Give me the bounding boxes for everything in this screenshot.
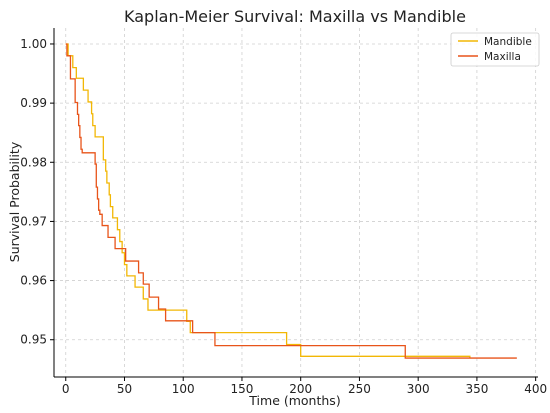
y-tick-label: 1.00 [20,37,47,51]
x-tick-label: 150 [231,382,254,396]
y-tick-label: 0.99 [20,96,47,110]
y-tick-label: 0.95 [20,333,47,347]
x-axis-label: Time (months) [248,393,340,408]
y-tick-label: 0.98 [20,155,47,169]
y-tick-label: 0.97 [20,214,47,228]
legend: Mandible Maxilla [450,32,540,67]
x-tick-label: 250 [348,382,371,396]
x-tick-label: 300 [407,382,430,396]
y-tick-label: 0.96 [20,274,47,288]
legend-label-maxilla: Maxilla [484,51,521,63]
x-tick-label: 200 [289,382,312,396]
x-tick-label: 400 [524,382,547,396]
chart-title: Kaplan-Meier Survival: Maxilla vs Mandib… [124,7,466,26]
x-tick-label: 50 [117,382,132,396]
axes-layer: 0 50 100 150 200 250 300 350 400 0.95 0.96 0.97 0.98… [20,28,547,396]
series-line-mandible [65,43,471,359]
legend-label-mandible: Mandible [484,36,532,48]
x-tick-label: 100 [172,382,195,396]
x-tick-label: 0 [62,382,70,396]
y-axis-label: Survival Probability [7,141,22,262]
series-line-maxilla [65,43,517,359]
series-layer [65,43,517,359]
grid-layer [54,28,538,377]
x-tick-label: 350 [465,382,488,396]
